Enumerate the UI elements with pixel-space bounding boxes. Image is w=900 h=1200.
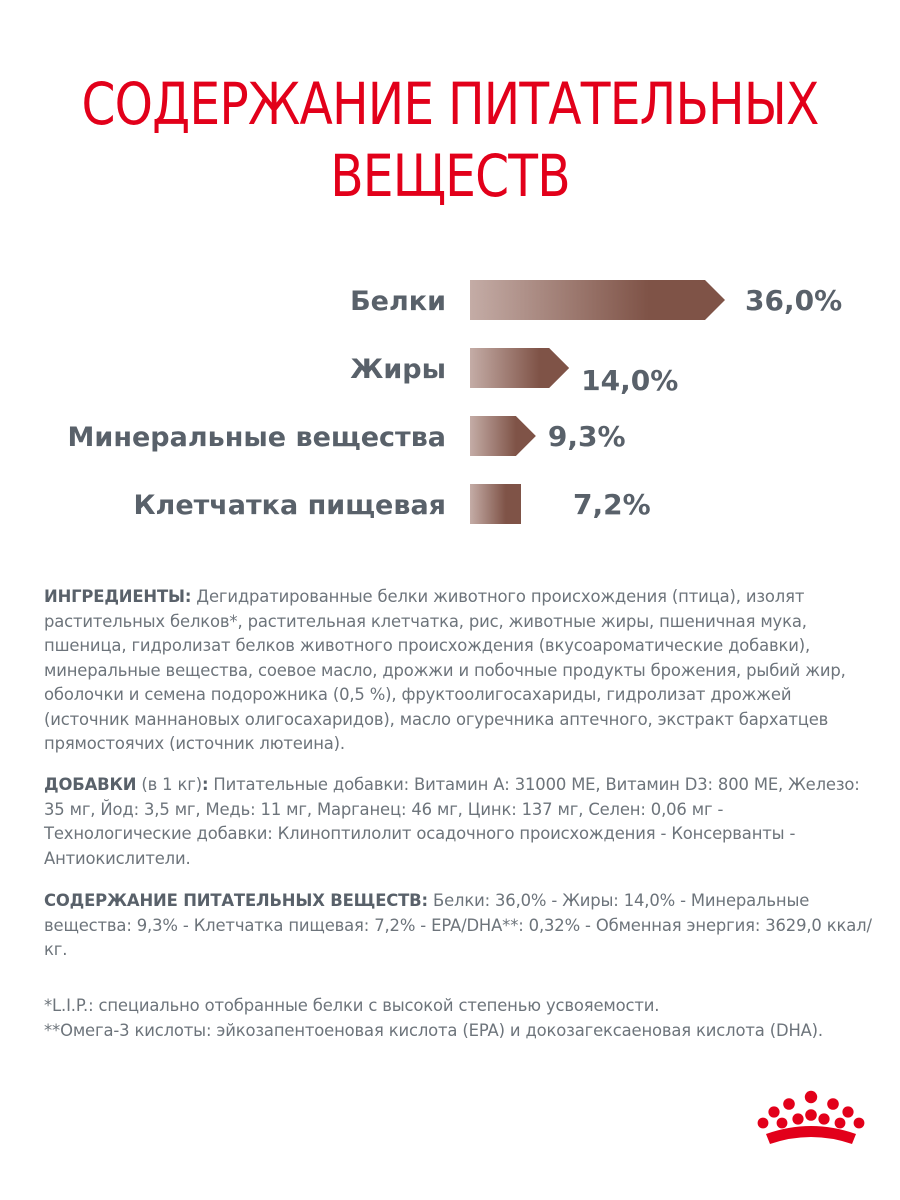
additives-paragraph: ДОБАВКИ (в 1 кг): Питательные добавки: В… bbox=[44, 773, 874, 871]
page-title-line-1: СОДЕРЖАНИЕ ПИТАТЕЛЬНЫХ bbox=[81, 70, 819, 138]
page-title: СОДЕРЖАНИЕ ПИТАТЕЛЬНЫХ ВЕЩЕСТВ bbox=[72, 68, 828, 212]
value-label: 9,3% bbox=[548, 420, 626, 453]
nutrients-paragraph: СОДЕРЖАНИЕ ПИТАТЕЛЬНЫХ ВЕЩЕСТВ: Белки: 3… bbox=[44, 889, 874, 963]
category-label: Минеральные вещества bbox=[68, 422, 446, 453]
additives-text: Питательные добавки: Витамин А: 31000 МЕ… bbox=[44, 775, 860, 868]
footnote-lip: *L.I.P.: специально отобранные белки с в… bbox=[44, 996, 660, 1015]
ingredients-text: Дегидратированные белки животного происх… bbox=[44, 587, 846, 753]
category-label: Белки bbox=[350, 286, 446, 317]
bar bbox=[470, 348, 570, 388]
additives-label: ДОБАВКИ bbox=[44, 775, 137, 794]
nutrients-label: СОДЕРЖАНИЕ ПИТАТЕЛЬНЫХ ВЕЩЕСТВ: bbox=[44, 891, 428, 910]
nutrients-text: Белки: 36,0% - Жиры: 14,0% - Минеральные… bbox=[44, 891, 872, 959]
value-label: 36,0% bbox=[745, 284, 842, 317]
footnote-omega: **Омега-3 кислоты: эйкозапентоеновая кис… bbox=[44, 1020, 823, 1040]
bar bbox=[470, 416, 536, 456]
footnotes: *L.I.P.: специально отобранные белки с в… bbox=[44, 994, 874, 1043]
bar bbox=[470, 280, 725, 320]
additives-colon: : bbox=[201, 775, 209, 794]
page-title-line-2: ВЕЩЕСТВ bbox=[330, 142, 570, 210]
ingredients-label: ИНГРЕДИЕНТЫ: bbox=[44, 587, 192, 606]
category-label: Клетчатка пищевая bbox=[133, 490, 446, 521]
nutrient-bar-chart: Белки 36,0% Жиры 14,0% Минеральные вещества 9… bbox=[68, 280, 842, 524]
value-label: 7,2% bbox=[573, 488, 651, 521]
additives-qualifier: (в 1 кг) bbox=[136, 775, 202, 794]
ingredients-paragraph: ИНГРЕДИЕНТЫ: Дегидратированные белки жив… bbox=[44, 585, 874, 757]
value-label: 14,0% bbox=[581, 364, 678, 397]
category-label: Жиры bbox=[350, 354, 446, 385]
bar bbox=[470, 484, 521, 524]
royal-crown-icon bbox=[757, 1090, 865, 1144]
